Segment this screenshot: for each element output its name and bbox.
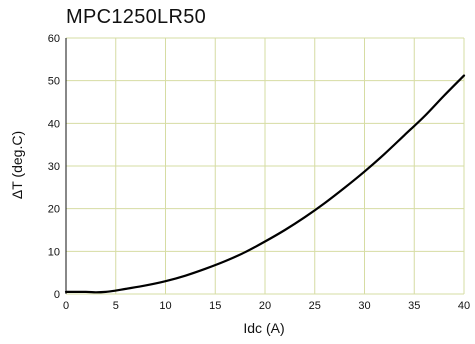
y-tick-label: 40 bbox=[48, 118, 60, 130]
y-tick-label: 60 bbox=[48, 33, 60, 45]
tick-labels: 0 5 10 15 20 25 30 35 40 0 10 20 30 40 50 60 bbox=[48, 33, 470, 312]
y-tick-label: 50 bbox=[48, 76, 60, 88]
x-tick-label: 35 bbox=[408, 300, 420, 312]
y-tick-label: 10 bbox=[48, 246, 60, 258]
y-tick-label: 30 bbox=[48, 161, 60, 173]
chart-title: MPC1250LR50 bbox=[66, 6, 207, 28]
grid bbox=[65, 37, 465, 295]
x-tick-label: 25 bbox=[309, 300, 321, 312]
x-tick-label: 40 bbox=[458, 300, 470, 312]
x-tick-label: 5 bbox=[113, 300, 119, 312]
x-axis-label: Idc (A) bbox=[243, 320, 284, 336]
x-tick-label: 10 bbox=[159, 300, 171, 312]
series-line bbox=[64, 74, 466, 294]
series-layer bbox=[64, 74, 466, 294]
y-tick-label: 0 bbox=[54, 289, 60, 301]
x-tick-label: 20 bbox=[259, 300, 271, 312]
y-tick-label: 20 bbox=[48, 204, 60, 216]
x-tick-label: 30 bbox=[358, 300, 370, 312]
x-tick-label: 15 bbox=[209, 300, 221, 312]
y-axis-label: ΔT (deg.C) bbox=[9, 131, 25, 199]
x-tick-label: 0 bbox=[63, 300, 69, 312]
